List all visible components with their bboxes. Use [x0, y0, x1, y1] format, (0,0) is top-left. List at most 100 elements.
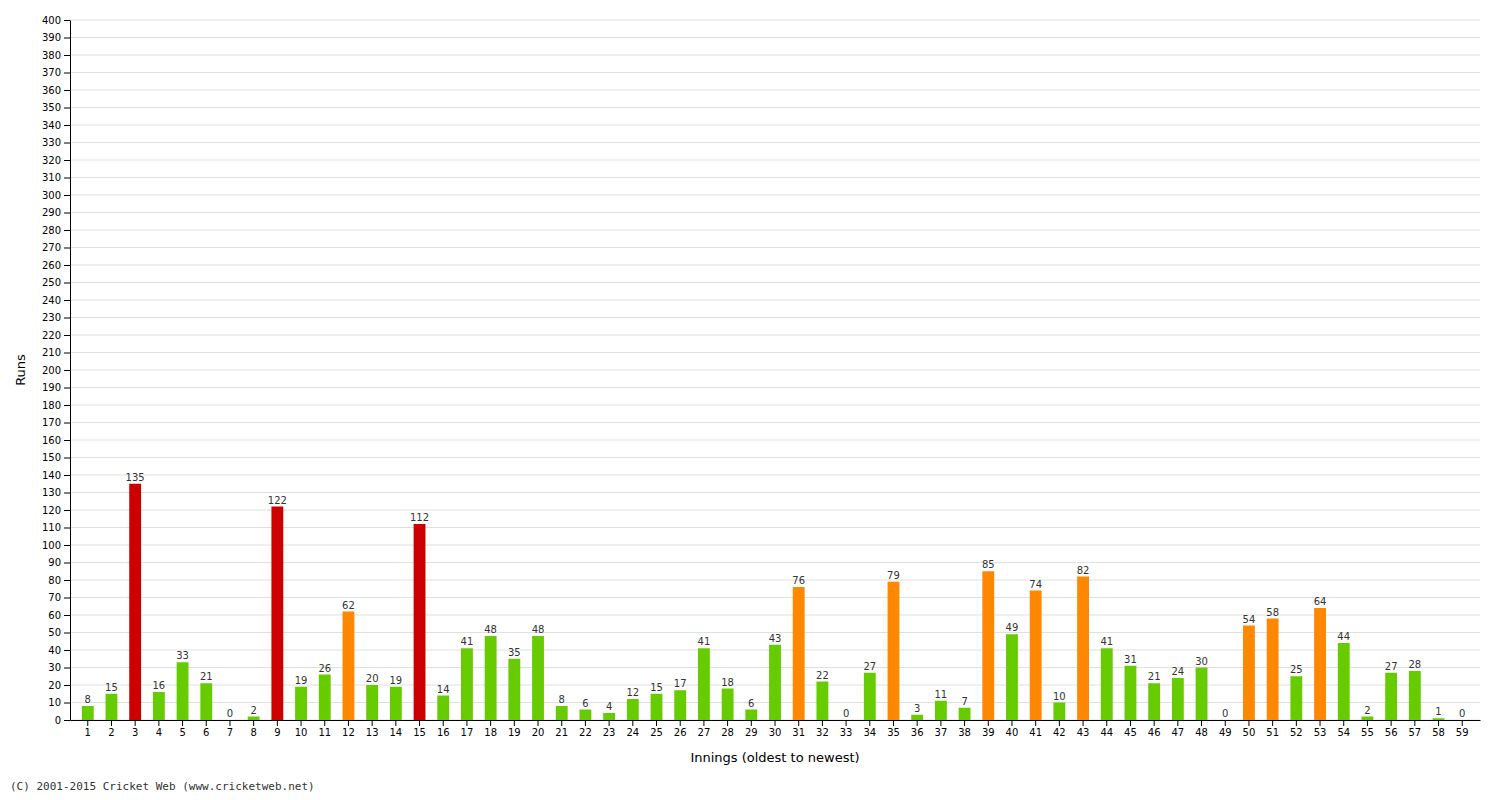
data-label: 8 [559, 694, 565, 705]
bar [1053, 703, 1065, 721]
x-tick-label: 53 [1314, 727, 1327, 738]
x-tick-label: 32 [816, 727, 829, 738]
grid-line [70, 177, 1480, 178]
bar [1172, 678, 1184, 720]
x-tick: 13 [366, 720, 379, 738]
y-tick-label: 40 [48, 645, 61, 656]
x-tick-mark [988, 720, 989, 726]
y-tick: 230 [42, 312, 70, 323]
x-tick-mark [1059, 720, 1060, 726]
bar [1267, 619, 1279, 721]
x-axis: 1234567891011121314151617181920212223242… [71, 720, 1481, 738]
data-label: 6 [748, 698, 754, 709]
bar [153, 692, 165, 720]
x-tick: 48 [1195, 720, 1208, 738]
y-tick-label: 240 [42, 295, 61, 306]
x-tick: 23 [603, 720, 616, 738]
x-tick-mark [324, 720, 325, 726]
y-tick-mark [64, 668, 70, 669]
y-tick-mark [64, 283, 70, 284]
x-tick-label: 14 [389, 727, 402, 738]
y-tick-mark [64, 38, 70, 39]
y-tick: 200 [42, 365, 70, 376]
y-tick: 220 [42, 330, 70, 341]
grid-line [70, 37, 1480, 38]
grid-line [70, 317, 1480, 318]
bar [1006, 634, 1018, 720]
y-tick: 100 [42, 540, 70, 551]
bar [224, 720, 236, 721]
bar [106, 694, 118, 720]
x-tick-label: 16 [437, 727, 450, 738]
x-tick-mark [1011, 720, 1012, 726]
y-tick-mark [64, 108, 70, 109]
y-tick-label: 170 [42, 417, 61, 428]
y-tick-label: 380 [42, 50, 61, 61]
data-label: 11 [935, 689, 948, 700]
y-tick: 150 [42, 452, 70, 463]
x-tick-mark [1083, 720, 1084, 726]
x-tick-label: 26 [674, 727, 687, 738]
data-label: 54 [1243, 614, 1256, 625]
bar [1433, 718, 1445, 720]
y-tick-label: 120 [42, 505, 61, 516]
x-tick-mark [466, 720, 467, 726]
y-tick-label: 180 [42, 400, 61, 411]
y-tick-label: 230 [42, 312, 61, 323]
x-tick: 41 [1029, 720, 1042, 738]
y-tick: 270 [42, 242, 70, 253]
y-axis-line [70, 21, 71, 721]
x-tick: 54 [1337, 720, 1350, 738]
y-tick-label: 140 [42, 470, 61, 481]
x-tick-label: 11 [318, 727, 331, 738]
bar [82, 706, 94, 720]
grid-line [70, 335, 1480, 336]
x-tick-mark [1201, 720, 1202, 726]
y-tick-label: 250 [42, 277, 61, 288]
y-tick: 10 [48, 697, 70, 708]
grid-line [70, 20, 1480, 21]
bar [651, 694, 663, 720]
grid-line [70, 160, 1480, 161]
y-tick-mark [64, 265, 70, 266]
y-tick-mark [64, 493, 70, 494]
data-label: 22 [816, 670, 829, 681]
grid-line [70, 212, 1480, 213]
x-tick-label: 1 [85, 727, 91, 738]
data-label: 12 [626, 687, 639, 698]
data-label: 20 [366, 673, 379, 684]
bar [437, 696, 449, 721]
y-tick: 160 [42, 435, 70, 446]
x-tick: 11 [318, 720, 331, 738]
grid-line [70, 370, 1480, 371]
x-tick-label: 35 [887, 727, 900, 738]
chart: 8151351633210212219266220191121441483548… [0, 0, 1500, 800]
y-tick: 210 [42, 347, 70, 358]
bar [793, 587, 805, 720]
x-tick: 38 [958, 720, 971, 738]
x-tick: 44 [1100, 720, 1113, 738]
bar [1290, 676, 1302, 720]
x-tick-mark [940, 720, 941, 726]
y-tick-label: 340 [42, 120, 61, 131]
x-tick: 5 [179, 720, 185, 738]
data-label: 64 [1314, 596, 1327, 607]
y-tick: 370 [42, 67, 70, 78]
x-tick: 10 [295, 720, 308, 738]
y-tick: 70 [48, 592, 70, 603]
y-tick-mark [64, 20, 70, 21]
y-tick-mark [64, 475, 70, 476]
y-tick-label: 30 [48, 662, 61, 673]
x-tick: 6 [203, 720, 209, 738]
x-tick-label: 39 [982, 727, 995, 738]
x-tick: 25 [650, 720, 663, 738]
plot-area [82, 484, 1445, 720]
bar [1125, 666, 1137, 720]
data-label: 30 [1195, 656, 1208, 667]
x-tick: 35 [887, 720, 900, 738]
bar [1362, 717, 1374, 721]
x-tick: 42 [1053, 720, 1066, 738]
bar [177, 662, 189, 720]
y-tick-label: 190 [42, 382, 61, 393]
x-axis-title: Innings (oldest to newest) [690, 750, 859, 765]
